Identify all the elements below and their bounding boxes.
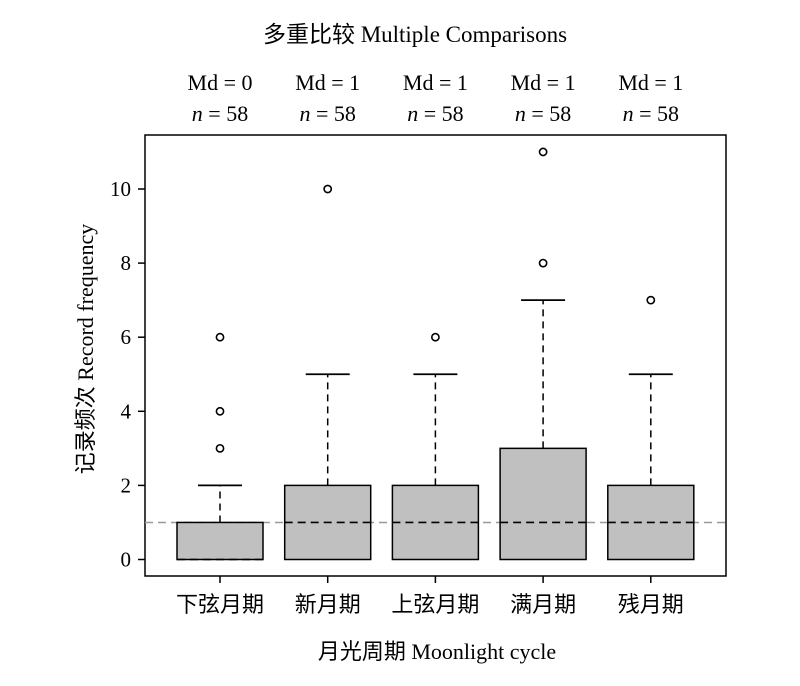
sample-size-header: n = 58 — [407, 101, 463, 126]
y-tick-label: 0 — [121, 548, 132, 572]
outlier-point — [646, 295, 656, 305]
median-header: Md = 1 — [295, 70, 360, 95]
y-tick-label: 4 — [121, 399, 132, 423]
x-axis-label: 月光周期 Moonlight cycle — [318, 639, 556, 664]
box-rect — [176, 521, 264, 561]
group-headers: Md = 0 n = 58 Md = 1 n = 58 Md = 1 n = 58 Md =… — [188, 70, 684, 126]
chart-title: 多重比较 Multiple Comparisons — [263, 22, 567, 47]
outlier-point — [215, 443, 225, 453]
box-rect — [499, 447, 587, 561]
y-tick-label: 8 — [121, 251, 132, 275]
y-tick-label: 10 — [110, 177, 131, 201]
box-group — [607, 295, 695, 561]
n-symbol: n — [623, 101, 634, 126]
box-group — [391, 332, 480, 561]
x-category-label: 新月期 — [295, 592, 361, 617]
outlier-point — [215, 332, 225, 342]
x-category-label: 下弦月期 — [176, 592, 264, 617]
n-value: = 58 — [418, 101, 463, 126]
x-axis-categories: 下弦月期 新月期 上弦月期 满月期 残月期 — [176, 576, 684, 617]
sample-size-header: n = 58 — [623, 101, 679, 126]
x-category-label: 上弦月期 — [391, 592, 479, 617]
y-axis: 0 2 4 6 8 10 — [110, 177, 145, 572]
box-group — [283, 184, 372, 561]
n-symbol: n — [515, 101, 526, 126]
n-value: = 58 — [526, 101, 571, 126]
n-symbol: n — [299, 101, 310, 126]
n-symbol: n — [407, 101, 418, 126]
outlier-point — [215, 406, 225, 416]
outlier-point — [430, 332, 440, 342]
y-axis-label: 记录频次 Record frequency — [73, 224, 98, 474]
sample-size-header: n = 58 — [515, 101, 571, 126]
sample-size-header: n = 58 — [299, 101, 355, 126]
n-symbol: n — [192, 101, 203, 126]
median-header: Md = 1 — [511, 70, 576, 95]
median-header: Md = 1 — [403, 70, 468, 95]
outlier-point — [323, 184, 333, 194]
box-group — [499, 147, 587, 561]
outlier-point — [538, 258, 548, 268]
n-value: = 58 — [310, 101, 355, 126]
outlier-point — [538, 147, 548, 157]
n-value: = 58 — [634, 101, 679, 126]
y-tick-label: 2 — [121, 473, 132, 497]
median-header: Md = 1 — [618, 70, 683, 95]
sample-size-header: n = 58 — [192, 101, 248, 126]
y-tick-label: 6 — [121, 325, 132, 349]
box-group — [176, 332, 264, 561]
median-header: Md = 0 — [188, 70, 253, 95]
x-category-label: 满月期 — [510, 592, 576, 617]
boxes — [176, 147, 695, 561]
x-category-label: 残月期 — [618, 592, 684, 617]
n-value: = 58 — [203, 101, 248, 126]
